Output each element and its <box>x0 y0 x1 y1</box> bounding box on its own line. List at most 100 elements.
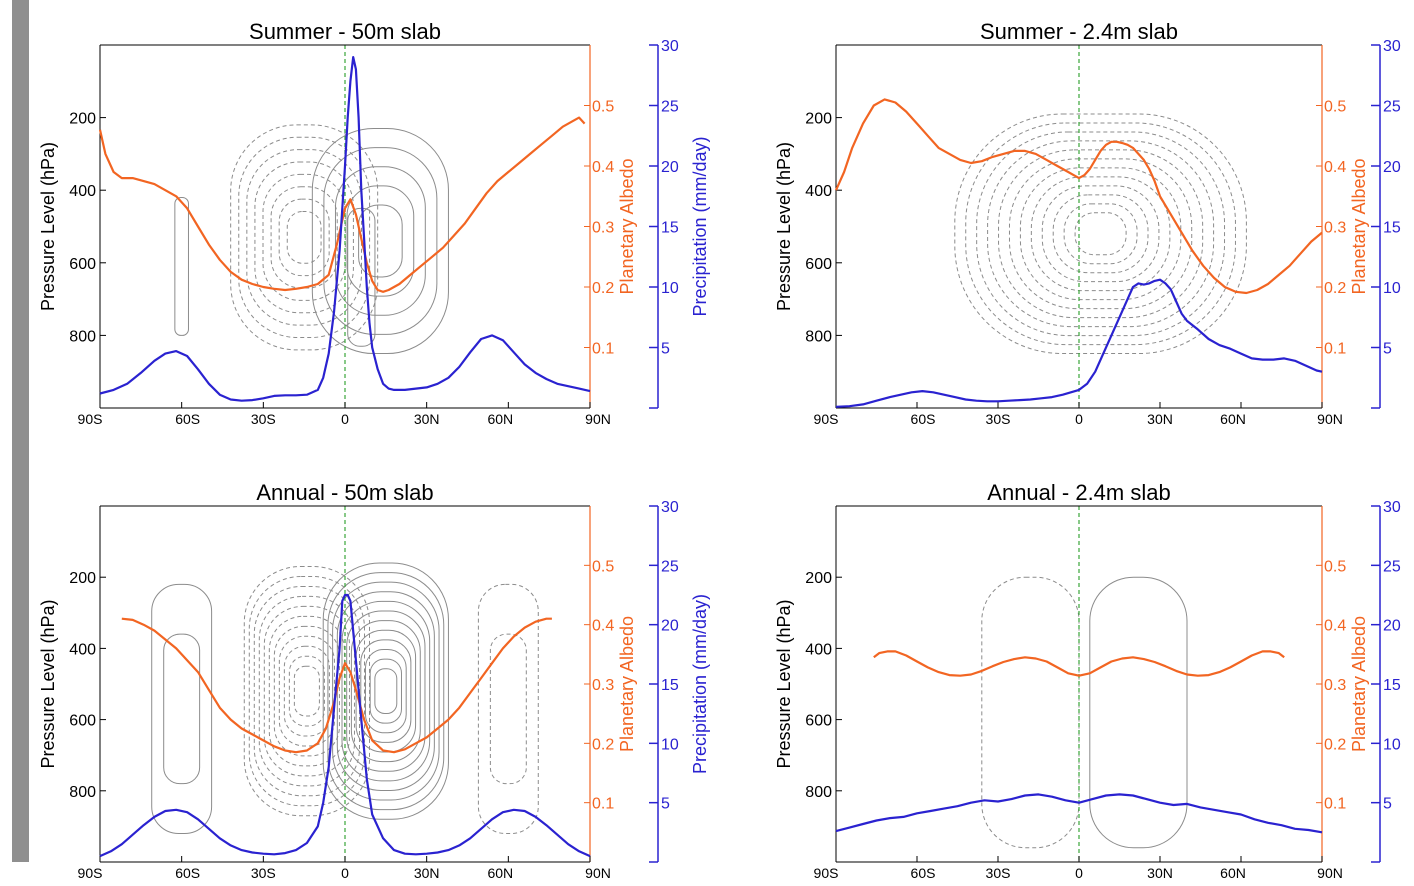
streamfunction-contour <box>965 122 1236 346</box>
precip-tick-label: 5 <box>661 341 670 358</box>
chart-title: Summer - 2.4m slab <box>980 19 1178 44</box>
precip-tick-label: 10 <box>661 736 679 753</box>
streamfunction-contour <box>1063 203 1138 265</box>
pressure-tick-label: 200 <box>805 570 832 587</box>
x-tick-label: 60N <box>1220 411 1246 427</box>
streamfunction-contour <box>253 585 360 797</box>
precip-tick-label: 20 <box>1383 618 1401 635</box>
streamfunction-contour <box>1030 176 1171 292</box>
precip-tick-label: 30 <box>1383 499 1401 516</box>
streamfunction-contour <box>358 204 403 278</box>
precip-tick-label: 25 <box>1383 558 1401 575</box>
streamfunction-contour <box>477 583 539 835</box>
pressure-tick-label: 400 <box>69 183 96 200</box>
precip-tick-label: 15 <box>1383 677 1401 694</box>
streamfunction-contour <box>1052 194 1149 274</box>
precip-axis-label: Precipitation (mm/day) <box>690 594 710 774</box>
albedo-tick-label: 0.3 <box>592 220 614 237</box>
x-tick-label: 90N <box>585 411 611 427</box>
albedo-line <box>834 98 1323 295</box>
albedo-tick-label: 0.1 <box>592 796 614 813</box>
x-tick-label: 90S <box>78 865 103 881</box>
streamfunction-contour <box>243 566 370 817</box>
streamfunction-contour <box>258 595 355 787</box>
streamfunction-contour <box>369 658 402 724</box>
albedo-tick-label: 0.1 <box>1324 796 1346 813</box>
pressure-tick-label: 800 <box>805 784 832 801</box>
albedo-tick-label: 0.4 <box>1324 159 1346 176</box>
circulation-contours <box>151 562 539 835</box>
albedo-tick-label: 0.4 <box>592 618 614 635</box>
left-edge-strip <box>12 0 29 862</box>
streamfunction-contour <box>334 166 426 316</box>
albedo-tick-label: 0.5 <box>592 558 614 575</box>
precip-tick-label: 20 <box>661 159 679 176</box>
pressure-axis-label: Pressure Level (hPa) <box>38 599 58 768</box>
streamfunction-contour <box>341 600 431 782</box>
x-tick-label: 0 <box>1075 411 1083 427</box>
streamfunction-contour <box>262 173 346 301</box>
streamfunction-contour <box>286 211 322 264</box>
streamfunction-contour <box>374 668 398 715</box>
albedo-tick-label: 0.3 <box>1324 677 1346 694</box>
streamfunction-contour <box>238 136 371 339</box>
x-tick-label: 0 <box>1075 865 1083 881</box>
albedo-tick-label: 0.5 <box>592 99 614 116</box>
x-tick-label: 30S <box>986 865 1011 881</box>
x-tick-label: 30S <box>986 411 1011 427</box>
streamfunction-contour <box>270 186 338 289</box>
streamfunction-contour <box>151 583 213 835</box>
precip-tick-label: 15 <box>661 677 679 694</box>
streamfunction-contour <box>273 625 340 757</box>
albedo-tick-label: 0.3 <box>1324 220 1346 237</box>
circulation-contours <box>174 124 449 355</box>
pressure-axis-label: Pressure Level (hPa) <box>774 142 794 311</box>
precipitation-line <box>99 593 591 858</box>
streamfunction-contour <box>174 196 189 336</box>
x-tick-label: 90S <box>814 865 839 881</box>
streamfunction-contour <box>322 562 449 820</box>
streamfunction-contour <box>976 131 1226 337</box>
pressure-tick-label: 800 <box>69 784 96 801</box>
x-tick-label: 60S <box>911 411 936 427</box>
albedo-axis-label: Planetary Albedo <box>1349 616 1369 752</box>
precip-tick-label: 30 <box>1383 38 1401 55</box>
streamfunction-contour <box>268 615 345 767</box>
precip-tick-label: 10 <box>1383 280 1401 297</box>
albedo-tick-label: 0.2 <box>592 280 614 297</box>
albedo-tick-label: 0.2 <box>1324 280 1346 297</box>
pressure-tick-label: 800 <box>805 328 832 345</box>
pressure-tick-label: 600 <box>805 713 832 730</box>
streamfunction-contour <box>987 140 1215 328</box>
streamfunction-contour <box>332 581 440 801</box>
precip-tick-label: 25 <box>661 558 679 575</box>
precip-tick-label: 20 <box>661 618 679 635</box>
streamfunction-contour <box>489 633 527 785</box>
albedo-line <box>98 116 586 293</box>
precip-axis-label: Precipitation (mm/day) <box>690 136 710 316</box>
streamfunction-contour <box>954 113 1247 355</box>
pressure-axis-label: Pressure Level (hPa) <box>774 599 794 768</box>
pressure-axis-label: Pressure Level (hPa) <box>38 142 58 311</box>
pressure-tick-label: 400 <box>805 183 832 200</box>
streamfunction-contour <box>346 185 415 297</box>
x-tick-label: 60S <box>911 865 936 881</box>
streamfunction-contour <box>163 633 201 785</box>
precip-tick-label: 30 <box>661 499 679 516</box>
albedo-axis-label: Planetary Albedo <box>1349 158 1369 294</box>
streamfunction-contour <box>1019 167 1182 301</box>
precip-tick-label: 30 <box>661 38 679 55</box>
x-tick-label: 0 <box>341 411 349 427</box>
x-tick-label: 90S <box>814 411 839 427</box>
precipitation-line <box>99 56 591 402</box>
streamfunction-contour <box>248 575 365 807</box>
x-tick-label: 90N <box>1317 865 1343 881</box>
streamfunction-contour <box>327 572 445 811</box>
pressure-tick-label: 200 <box>69 570 96 587</box>
streamfunction-contour <box>1089 576 1188 849</box>
streamfunction-contour <box>278 198 330 277</box>
